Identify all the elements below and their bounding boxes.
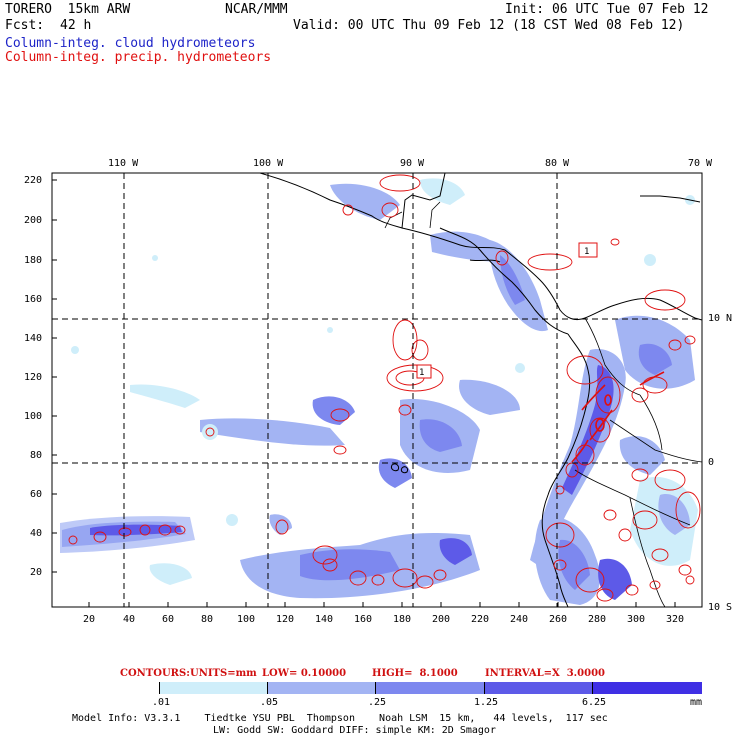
colorbar-bin-2 xyxy=(268,682,376,694)
precip-core-contours xyxy=(571,371,665,463)
axis-ticks xyxy=(52,179,676,607)
x-tick-label: 300 xyxy=(627,614,646,625)
lon-label-100w: 100 W xyxy=(253,158,284,169)
contour-interval: INTERVAL=X 3.0000 xyxy=(485,668,605,679)
colorbar-unit: mm xyxy=(690,697,703,708)
colorbar-bin-0 xyxy=(52,682,160,694)
x-tick-label: 280 xyxy=(588,614,607,625)
forecast-label: Fcst: xyxy=(5,18,45,33)
x-tick-label: 40 xyxy=(123,614,136,625)
x-tick-label: 160 xyxy=(354,614,373,625)
y-tick-label: 60 xyxy=(30,489,43,500)
lon-label-90w: 90 W xyxy=(400,158,425,169)
colorbar-bin-5 xyxy=(593,682,702,694)
contour-units: UNITS=mm xyxy=(190,668,257,679)
x-tick-label: 120 xyxy=(276,614,295,625)
lat-label-0: 0 xyxy=(708,457,715,468)
latlon-grid xyxy=(52,173,702,607)
x-tick-label: 260 xyxy=(549,614,568,625)
colorbar-label: .05 xyxy=(260,697,279,708)
lat-label-10n: 10 N xyxy=(708,313,733,324)
legend-precip: Column-integ. precip. hydrometeors xyxy=(5,50,272,65)
y-tick-label: 160 xyxy=(24,294,43,305)
lat-label-10s: 10 S xyxy=(708,602,733,613)
x-tick-label: 200 xyxy=(432,614,451,625)
colorbar-label: .01 xyxy=(152,697,171,708)
x-tick-label: 60 xyxy=(162,614,175,625)
y-tick-label: 220 xyxy=(24,175,43,186)
valid-time: Valid: 00 UTC Thu 09 Feb 12 (18 CST Wed … xyxy=(293,18,685,33)
contour-label-2: 1 xyxy=(584,247,590,257)
y-tick-label: 120 xyxy=(24,372,43,383)
x-tick-label: 140 xyxy=(315,614,334,625)
center-name: NCAR/MMM xyxy=(225,2,288,17)
contour-label: CONTOURS: xyxy=(120,668,190,679)
contour-label-box-1 xyxy=(416,364,432,379)
x-tick-label: 100 xyxy=(237,614,256,625)
x-tick-label: 220 xyxy=(471,614,490,625)
lon-label-110w: 110 W xyxy=(108,158,139,169)
cloud-shading xyxy=(60,178,698,605)
colorbar-label: 1.25 xyxy=(474,697,499,708)
y-tick-label: 200 xyxy=(24,215,43,226)
country-borders xyxy=(384,201,702,607)
forecast-hour: 42 h xyxy=(60,18,92,33)
y-tick-label: 180 xyxy=(24,255,43,266)
y-tick-label: 140 xyxy=(24,333,43,344)
x-tick-label: 320 xyxy=(666,614,685,625)
model-title: TORERO 15km ARW xyxy=(5,2,131,17)
contour-label-1: 1 xyxy=(419,368,425,378)
model-info: Model Info: V3.3.1 Tiedtke YSU PBL Thomp… xyxy=(72,713,608,724)
colorbar-bin-4 xyxy=(485,682,593,694)
legend-cloud: Column-integ. cloud hydrometeors xyxy=(5,36,256,51)
init-time: Init: 06 UTC Tue 07 Feb 12 xyxy=(505,2,709,17)
contour-low: LOW= 0.10000 xyxy=(262,668,347,679)
contour-label-box-2 xyxy=(578,242,598,258)
x-tick-label: 80 xyxy=(201,614,214,625)
colorbar-bin-1 xyxy=(160,682,268,694)
precip-contours xyxy=(68,174,701,602)
y-tick-label: 20 xyxy=(30,567,43,578)
physics-info: LW: Godd SW: Goddard DIFF: simple KM: 2D… xyxy=(213,725,496,736)
colorbar-label: 6.25 xyxy=(582,697,607,708)
colorbar-bin-3 xyxy=(376,682,485,694)
contour-high: HIGH= 8.1000 xyxy=(372,668,458,679)
map-frame xyxy=(51,172,703,608)
colorbar-label: .25 xyxy=(368,697,387,708)
x-tick-label: 20 xyxy=(83,614,96,625)
x-tick-label: 240 xyxy=(510,614,529,625)
y-tick-label: 80 xyxy=(30,450,43,461)
lon-label-70w: 70 W xyxy=(688,158,713,169)
lon-label-80w: 80 W xyxy=(545,158,570,169)
x-tick-label: 180 xyxy=(393,614,412,625)
y-tick-label: 100 xyxy=(24,411,43,422)
y-tick-label: 40 xyxy=(30,528,43,539)
